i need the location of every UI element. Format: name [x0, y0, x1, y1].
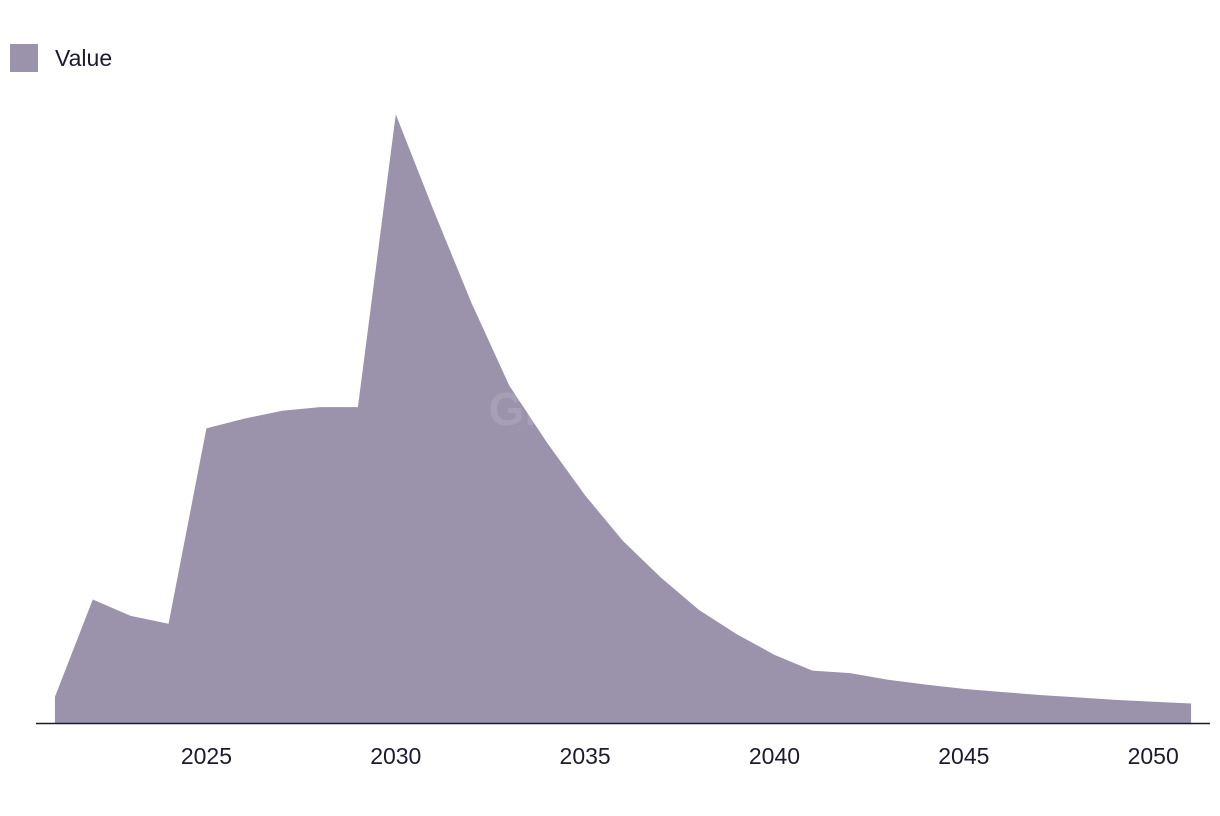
x-tick-label-2030: 2030	[370, 743, 421, 769]
x-tick-label-2035: 2035	[560, 743, 611, 769]
x-tick-label-2025: 2025	[181, 743, 232, 769]
x-tick-label-2040: 2040	[749, 743, 800, 769]
x-tick-label-2045: 2045	[938, 743, 989, 769]
x-tick-label-2050: 2050	[1128, 743, 1179, 769]
watermark-text: GlobalData	[489, 383, 732, 435]
